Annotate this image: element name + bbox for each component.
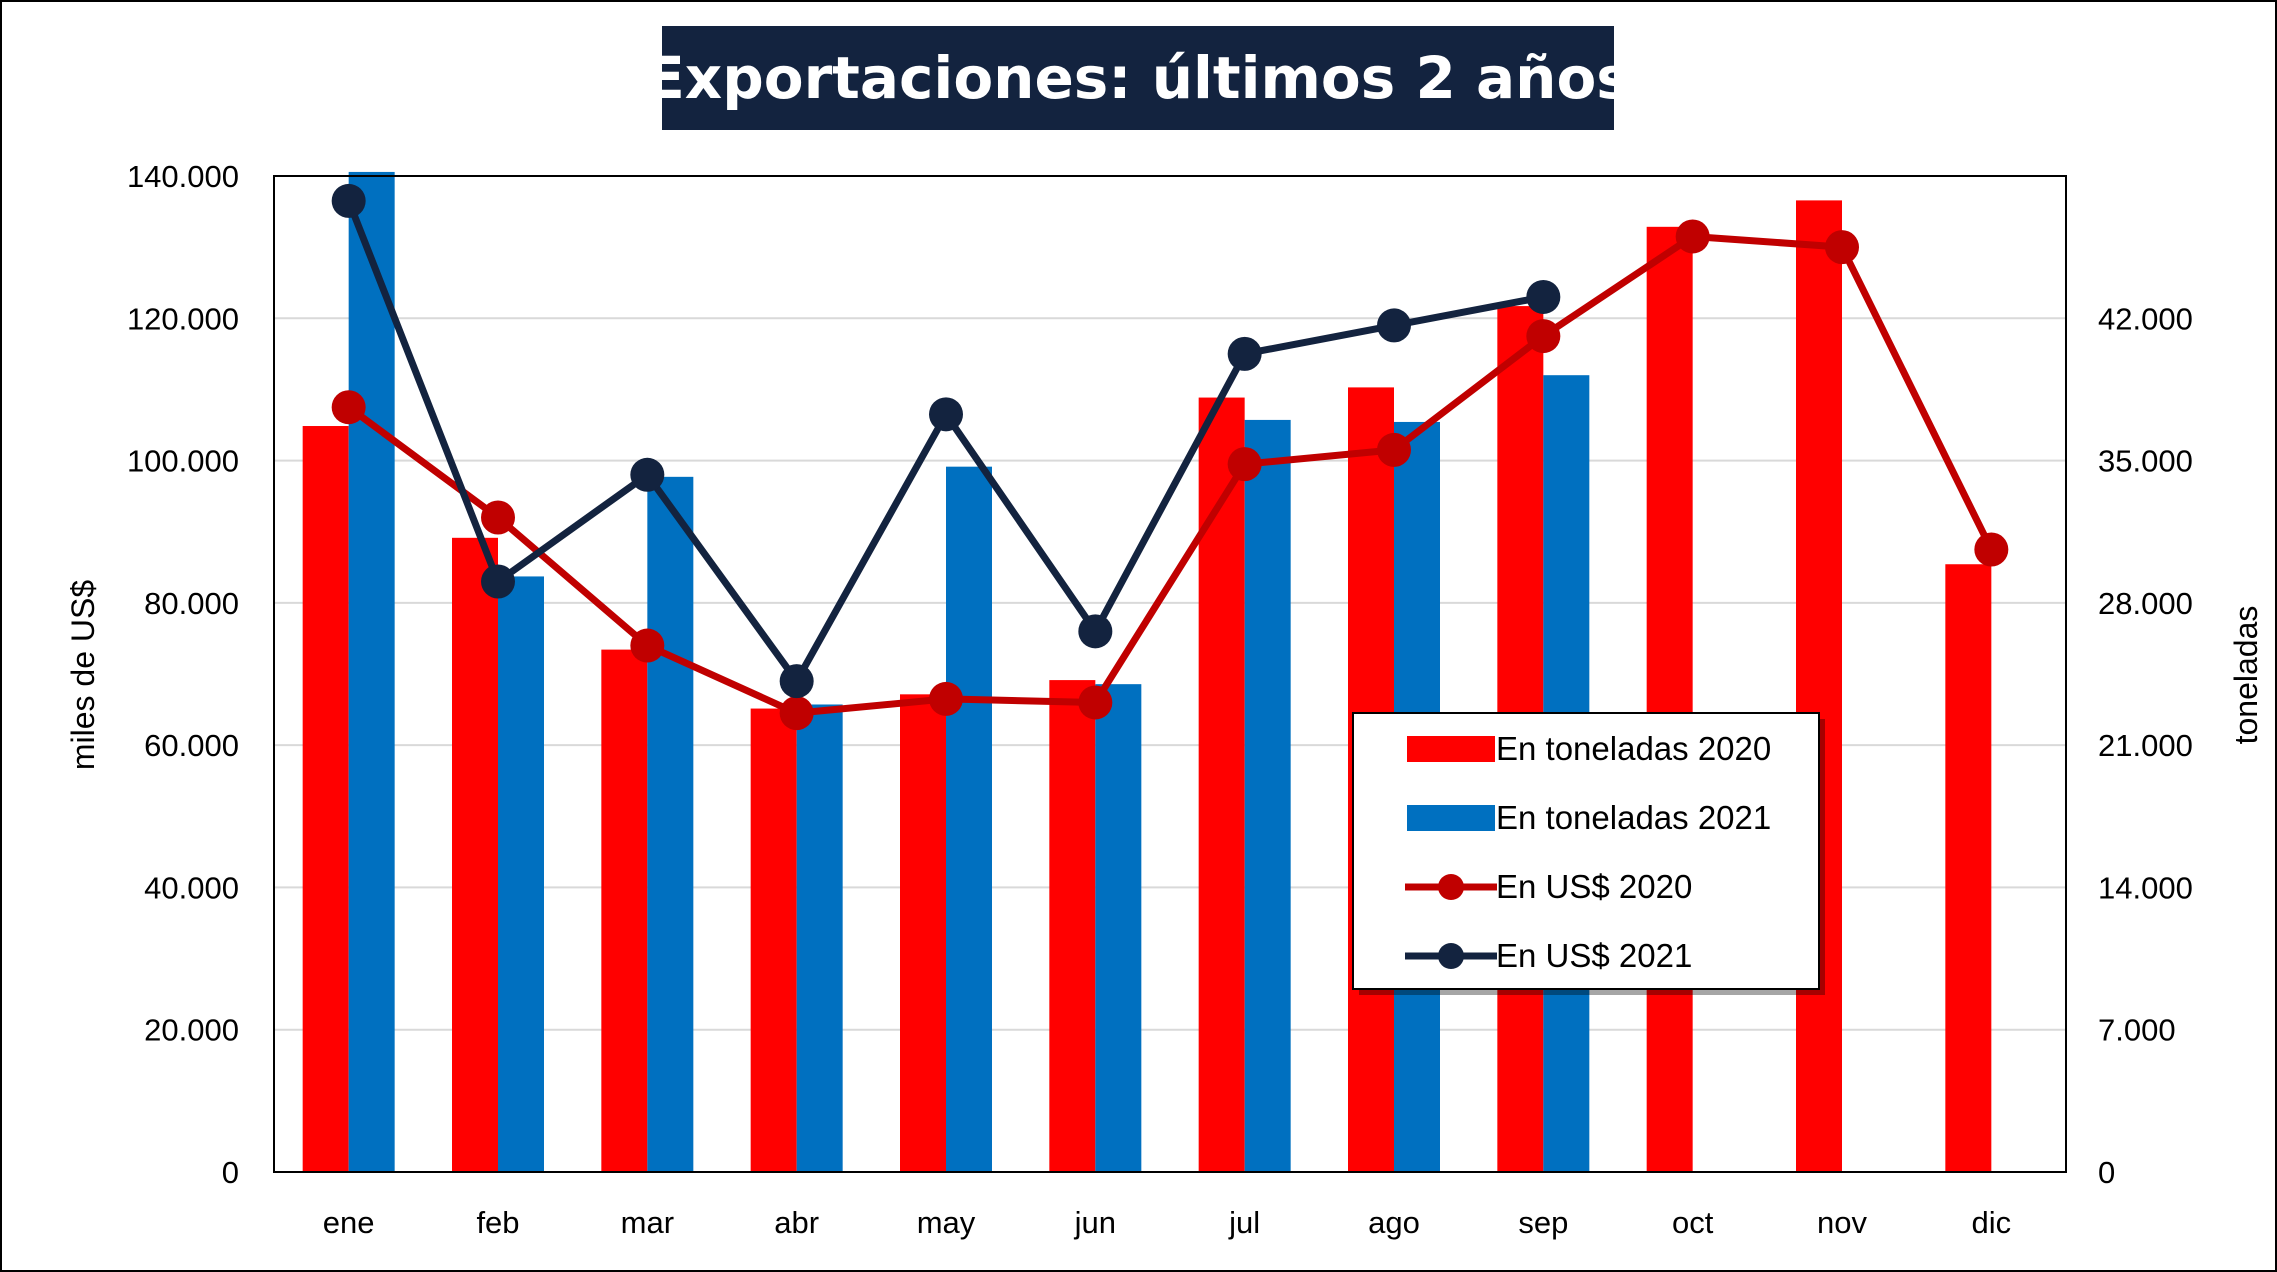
line-point-2021 [929,397,963,432]
line-point-2021 [779,664,814,699]
bar-2021 [1244,419,1291,1173]
line-point-2021 [1078,614,1113,649]
left-tick-label: 100.000 [127,444,239,479]
bar-2020 [1796,200,1842,1172]
line-point-2020 [1526,319,1561,354]
x-tick-label: oct [1672,1205,1714,1240]
line-point-2020 [1227,447,1262,482]
line-point-2020 [1974,532,2009,567]
right-axis-title: toneladas [2228,606,2264,745]
chart-title-box: Exportaciones: últimos 2 años [645,26,1631,130]
line-point-2021 [481,564,515,599]
bar-2020 [900,694,946,1172]
left-tick-label: 40.000 [144,870,239,905]
line-point-2020 [1825,230,1859,265]
x-axis-ticks: ene feb mar abr may jun jul ago sep oct nov dic [323,1205,2011,1240]
left-tick-label: 140.000 [127,159,239,194]
line-point-2021 [1526,279,1561,314]
legend-label: En toneladas 2021 [1496,799,1771,836]
chart-title: Exportaciones: últimos 2 años [645,44,1631,112]
right-tick-label: 14.000 [2098,870,2193,905]
bar-2021 [946,466,992,1172]
bars [302,171,1992,1173]
bar-2021 [647,476,694,1172]
line-us-2020 [346,232,1995,717]
x-tick-label: dic [1972,1205,2012,1240]
bar-2020 [1049,680,1096,1172]
bar-2021 [1095,684,1142,1172]
x-tick-label: ene [323,1205,375,1240]
line-point-2021 [630,457,665,492]
right-tick-label: 28.000 [2098,586,2193,621]
x-tick-label: jun [1074,1205,1116,1240]
x-tick-label: sep [1518,1205,1568,1240]
line-point-2020 [481,500,515,535]
right-tick-label: 0 [2098,1155,2115,1190]
x-tick-label: jul [1228,1205,1260,1240]
left-tick-label: 60.000 [144,728,239,763]
line-point-2021 [331,183,366,218]
bar-2020 [1945,564,1992,1172]
bar-2020 [1646,226,1693,1172]
x-tick-label: ago [1368,1205,1420,1240]
x-tick-label: nov [1817,1205,1867,1240]
x-tick-label: may [917,1205,976,1240]
bar-2020 [452,537,498,1172]
left-tick-label: 120.000 [127,301,239,336]
left-tick-label: 20.000 [144,1013,239,1048]
line-point-2020 [929,681,963,716]
line-point-2020 [779,696,814,731]
bar-2020 [601,649,648,1172]
line-point-2020 [1377,432,1411,467]
line-point-2020 [1078,685,1113,720]
bar-2021 [796,704,843,1172]
line-point-2020 [630,628,665,663]
left-axis-ticks: 0 20.000 40.000 60.000 80.000 100.000 120.000 1… [127,159,239,1190]
plot-area-border [273,175,2067,1173]
x-tick-label: feb [476,1205,519,1240]
line-point-2020 [1675,219,1710,254]
bar-2020 [750,708,797,1172]
bar-2021 [348,171,395,1172]
legend-label: En US$ 2021 [1496,937,1692,974]
legend-swatch [1407,805,1495,831]
left-tick-label: 80.000 [144,586,239,621]
legend-label: En US$ 2020 [1496,868,1692,905]
line-point-2021 [1377,308,1411,343]
left-axis-title: miles de US$ [65,580,101,771]
left-tick-label: 0 [222,1155,239,1190]
bar-2020 [1198,397,1245,1172]
bar-2020 [302,426,349,1172]
right-tick-label: 35.000 [2098,444,2193,479]
legend-swatch [1407,736,1495,762]
legend-marker [1438,943,1464,969]
line-point-2020 [331,390,366,425]
line-point-2021 [1227,336,1262,371]
lines [331,183,2009,731]
legend-label: En toneladas 2020 [1496,730,1771,767]
legend: En toneladas 2020 En toneladas 2021 En US$… [1352,712,1825,995]
right-tick-label: 7.000 [2098,1013,2176,1048]
right-tick-label: 42.000 [2098,301,2193,336]
right-tick-label: 21.000 [2098,728,2193,763]
bar-2021 [498,576,544,1172]
x-tick-label: mar [621,1205,674,1240]
x-tick-label: abr [774,1205,819,1240]
legend-marker [1438,874,1464,900]
right-axis-ticks: 0 7.000 14.000 21.000 28.000 35.000 42.000 [2098,301,2193,1190]
